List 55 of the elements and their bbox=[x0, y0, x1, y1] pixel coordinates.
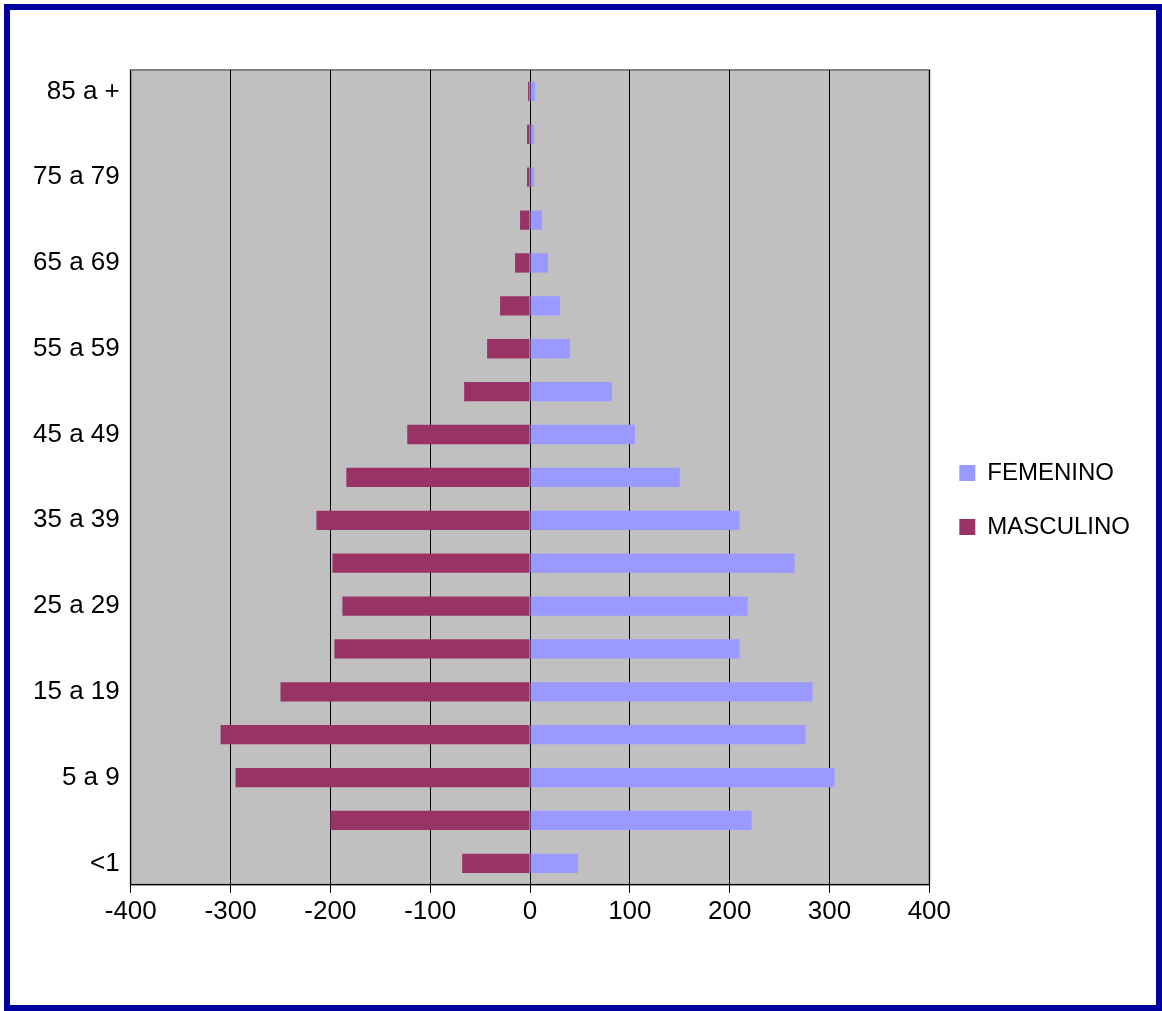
bar bbox=[530, 553, 795, 573]
x-tick-label: 0 bbox=[522, 894, 538, 925]
bar bbox=[527, 124, 530, 144]
bar bbox=[530, 596, 748, 616]
bar bbox=[530, 725, 806, 745]
bar bbox=[530, 339, 570, 359]
x-tick-label: 300 bbox=[807, 894, 852, 925]
bar bbox=[316, 510, 530, 530]
bar bbox=[530, 467, 680, 488]
x-tick-label: 100 bbox=[608, 894, 652, 925]
y-tick-label: 75 a 79 bbox=[33, 160, 120, 191]
bar bbox=[330, 810, 530, 831]
bar bbox=[530, 510, 740, 530]
y-tick-label: 5 a 9 bbox=[61, 760, 120, 791]
bar bbox=[530, 767, 835, 788]
bar bbox=[407, 424, 530, 445]
bar bbox=[332, 553, 530, 573]
bar bbox=[530, 253, 548, 273]
bar bbox=[235, 767, 530, 788]
x-tick-label: -100 bbox=[404, 894, 457, 925]
bar bbox=[530, 424, 635, 445]
y-tick-label: 65 a 69 bbox=[33, 246, 120, 277]
x-tick-label: -200 bbox=[304, 894, 357, 925]
bar bbox=[520, 210, 530, 230]
x-tick-label: 400 bbox=[907, 894, 952, 925]
bar bbox=[464, 381, 530, 402]
x-tick-label: 200 bbox=[707, 894, 752, 925]
bar bbox=[462, 853, 530, 874]
x-tick-label: -300 bbox=[204, 894, 257, 925]
bar bbox=[527, 167, 530, 187]
legend-label: FEMENINO bbox=[987, 457, 1114, 485]
y-tick-label: 45 a 49 bbox=[33, 417, 120, 448]
y-tick-label: 55 a 59 bbox=[33, 331, 120, 362]
bar bbox=[346, 467, 530, 488]
y-tick-label: 35 a 39 bbox=[33, 503, 120, 534]
legend-label: MASCULINO bbox=[987, 511, 1130, 539]
bar bbox=[220, 725, 530, 745]
y-tick-label: 25 a 29 bbox=[33, 589, 120, 620]
bar bbox=[530, 853, 578, 874]
bar bbox=[530, 296, 560, 316]
y-tick-label: 85 a + bbox=[46, 74, 120, 105]
bar bbox=[530, 210, 543, 230]
y-tick-label: <1 bbox=[90, 846, 120, 877]
bar bbox=[500, 296, 530, 316]
bar bbox=[334, 639, 530, 659]
bar bbox=[530, 810, 752, 831]
bar bbox=[342, 596, 530, 616]
bar bbox=[515, 253, 530, 273]
bar bbox=[530, 381, 612, 402]
bar bbox=[280, 682, 530, 702]
bar bbox=[487, 339, 530, 359]
x-tick-label: -400 bbox=[104, 894, 157, 925]
bar bbox=[530, 639, 740, 659]
bar bbox=[530, 682, 813, 702]
y-tick-label: 15 a 19 bbox=[33, 674, 120, 705]
